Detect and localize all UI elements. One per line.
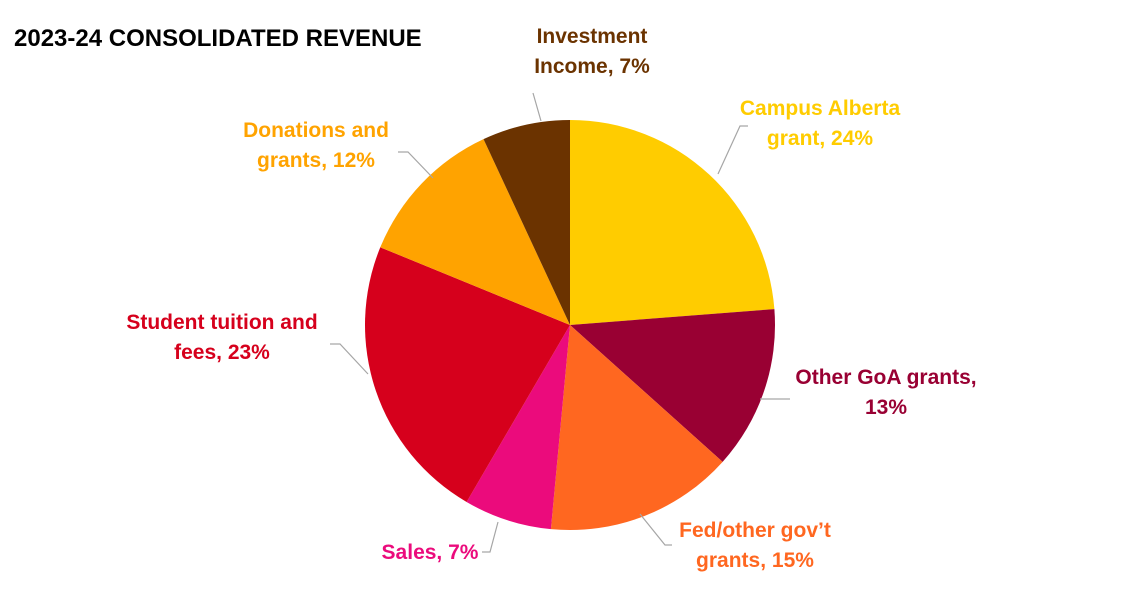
slice-labels: Campus Alberta grant, 24% Other GoA grants…: [126, 25, 976, 572]
data-label-sales: Sales, 7%: [382, 541, 479, 564]
data-label-campus-alberta-grant: Campus Alberta grant, 24%: [740, 97, 901, 150]
data-label-investment-income: Investment Income, 7%: [534, 25, 650, 78]
pie-slice-student-tuition-and-fees: [365, 247, 570, 502]
data-label-line: grants, 12%: [257, 149, 375, 172]
pie-slice-donations-and-grants: [380, 139, 570, 325]
data-label-other-goa-grants: Other GoA grants, 13%: [795, 366, 976, 419]
pie-slices: [365, 119, 776, 531]
chart-title: 2023-24 CONSOLIDATED REVENUE: [14, 25, 422, 52]
pie-slice-fed-other-gov-t-grants: [550, 325, 723, 531]
data-label-line: Other GoA grants,: [795, 366, 976, 389]
data-label-fed-other-gov-t-grants: Fed/other gov’t grants, 15%: [679, 519, 831, 572]
data-label-line: Sales, 7%: [382, 541, 479, 564]
data-label-line: grants, 15%: [696, 549, 814, 572]
data-label-line: Campus Alberta: [740, 97, 901, 120]
data-label-line: grant, 24%: [767, 127, 874, 150]
data-label-line: Investment: [537, 25, 648, 48]
leader-line-student-tuition-and-fees: [330, 343, 369, 375]
leader-line-campus-alberta-grant: [717, 125, 748, 175]
pie-slice-investment-income: [483, 119, 570, 325]
data-label-donations-and-grants: Donations and grants, 12%: [243, 119, 389, 172]
data-label-line: Fed/other gov’t: [679, 519, 831, 542]
data-label-line: Student tuition and: [126, 311, 317, 334]
pie-slice-campus-alberta-grant: [570, 120, 775, 325]
pie-slice-other-goa-grants: [570, 309, 776, 462]
data-label-student-tuition-and-fees: Student tuition and fees, 23%: [126, 311, 317, 364]
data-label-line: 13%: [865, 396, 907, 419]
leader-line-fed-other-gov-t-grants: [639, 513, 672, 546]
leader-line-donations-and-grants: [398, 151, 434, 179]
data-label-line: fees, 23%: [174, 341, 270, 364]
leader-line-sales: [482, 521, 499, 553]
data-label-line: Donations and: [243, 119, 389, 142]
leader-line-investment-income: [532, 92, 542, 122]
leader-lines: [330, 92, 790, 553]
pie-slice-sales: [466, 325, 570, 530]
data-label-line: Income, 7%: [534, 55, 650, 78]
